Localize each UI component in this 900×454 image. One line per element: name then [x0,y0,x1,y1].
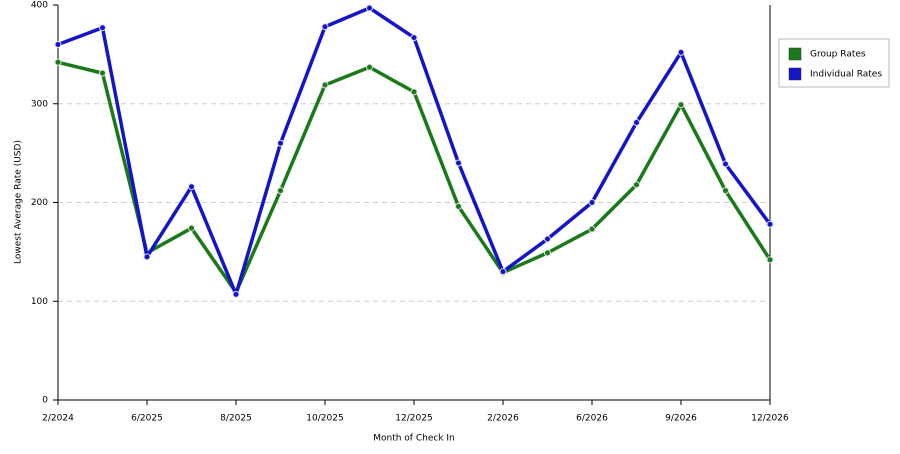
y-axis-label: Lowest Average Rate (USD) [14,140,24,264]
data-point [321,81,329,89]
data-point [633,181,640,189]
x-tick-label: 2/2024 [42,414,74,424]
data-point [321,23,329,31]
legend-label: Individual Rates [810,70,882,80]
x-tick-label: 10/2025 [306,414,343,424]
data-point [99,69,106,77]
x-tick-label: 2/2026 [487,414,519,424]
data-point [366,63,373,71]
x-tick-label: 8/2025 [220,414,252,424]
y-tick-label: 300 [31,99,48,109]
legend-swatch [788,47,802,61]
data-point [455,202,462,210]
data-point [677,101,685,109]
y-tick-label: 0 [42,396,48,406]
x-tick-label: 6/2026 [576,414,608,424]
x-tick-label: 12/2025 [395,414,432,424]
data-point [455,159,462,167]
x-tick-label: 9/2026 [665,414,697,424]
data-point [410,34,418,42]
data-point [188,224,195,232]
x-axis-label: Month of Check In [373,434,455,444]
data-point [99,24,106,32]
data-point [677,48,685,56]
data-point [54,58,62,66]
y-tick-label: 200 [31,198,48,208]
legend-swatch [788,67,802,81]
data-point [366,4,373,12]
data-point [722,160,729,168]
data-point [277,187,284,195]
data-point [232,290,240,298]
data-point [544,235,551,243]
data-point [410,88,418,96]
data-point [143,253,151,261]
data-point [766,220,774,228]
data-point [588,199,596,206]
data-point [766,256,774,264]
data-point [588,225,596,233]
data-point [277,139,284,147]
data-point [188,183,195,191]
data-point [722,187,729,195]
series-line [57,6,772,297]
y-tick-label: 400 [31,1,48,11]
x-tick-label: 6/2025 [131,414,163,424]
series-line [57,60,772,295]
data-point [633,119,640,127]
legend-label: Group Rates [810,50,866,60]
data-point [54,41,62,48]
data-point [544,249,551,257]
y-tick-label: 100 [31,297,48,307]
data-point [499,268,507,276]
x-tick-label: 12/2026 [751,414,789,424]
